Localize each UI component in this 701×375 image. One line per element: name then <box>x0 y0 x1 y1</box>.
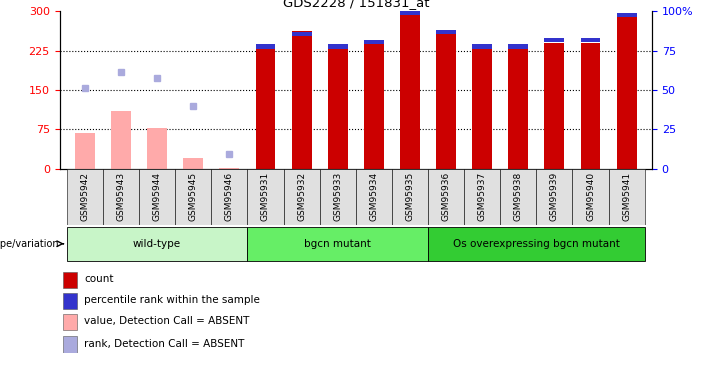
Text: value, Detection Call = ABSENT: value, Detection Call = ABSENT <box>84 316 250 326</box>
Bar <box>580 38 601 42</box>
Bar <box>63 314 77 330</box>
Bar <box>436 30 456 34</box>
Text: GSM95931: GSM95931 <box>261 171 270 221</box>
Bar <box>545 38 564 42</box>
Bar <box>328 44 348 48</box>
Text: wild-type: wild-type <box>133 239 181 249</box>
Text: GSM95932: GSM95932 <box>297 171 306 220</box>
Bar <box>464 169 501 225</box>
Title: GDS2228 / 151831_at: GDS2228 / 151831_at <box>283 0 429 9</box>
Bar <box>364 40 383 44</box>
Bar <box>580 43 601 169</box>
Bar <box>536 169 573 225</box>
Bar <box>63 272 77 288</box>
Bar <box>545 43 564 169</box>
Bar <box>63 293 77 309</box>
Bar <box>175 169 211 225</box>
Bar <box>436 33 456 169</box>
Bar <box>103 169 139 225</box>
Bar <box>328 48 348 169</box>
Text: GSM95934: GSM95934 <box>369 171 379 220</box>
Bar <box>111 111 131 169</box>
Bar <box>211 169 247 225</box>
Bar <box>617 13 637 17</box>
Bar <box>400 12 420 169</box>
Bar <box>67 227 247 261</box>
Bar <box>400 11 420 15</box>
Bar <box>292 32 311 36</box>
Bar <box>617 13 637 169</box>
Text: rank, Detection Call = ABSENT: rank, Detection Call = ABSENT <box>84 339 245 348</box>
Bar <box>472 48 492 169</box>
Text: count: count <box>84 274 114 284</box>
Bar <box>472 44 492 48</box>
Bar <box>428 169 464 225</box>
Text: GSM95944: GSM95944 <box>153 171 162 220</box>
Bar <box>75 133 95 169</box>
Text: GSM95938: GSM95938 <box>514 171 523 221</box>
Text: GSM95942: GSM95942 <box>81 171 89 220</box>
Bar <box>364 44 383 169</box>
Text: GSM95939: GSM95939 <box>550 171 559 221</box>
Text: GSM95936: GSM95936 <box>442 171 451 221</box>
Bar <box>247 227 428 261</box>
Text: genotype/variation: genotype/variation <box>0 239 60 249</box>
Bar <box>508 44 529 48</box>
Bar <box>428 227 645 261</box>
Text: Os overexpressing bgcn mutant: Os overexpressing bgcn mutant <box>453 239 620 249</box>
Text: GSM95943: GSM95943 <box>116 171 125 220</box>
Bar <box>147 128 167 169</box>
Text: GSM95941: GSM95941 <box>622 171 631 220</box>
Bar <box>247 169 283 225</box>
Text: GSM95945: GSM95945 <box>189 171 198 220</box>
Text: GSM95937: GSM95937 <box>477 171 486 221</box>
Bar <box>573 169 608 225</box>
Bar <box>356 169 392 225</box>
Text: bgcn mutant: bgcn mutant <box>304 239 371 249</box>
Bar <box>608 169 645 225</box>
Bar <box>320 169 355 225</box>
Bar <box>508 48 529 169</box>
Bar <box>283 169 320 225</box>
Bar <box>183 158 203 169</box>
Bar <box>392 169 428 225</box>
Text: GSM95940: GSM95940 <box>586 171 595 220</box>
Text: percentile rank within the sample: percentile rank within the sample <box>84 295 260 305</box>
Bar <box>501 169 536 225</box>
Bar <box>292 31 311 169</box>
Text: GSM95935: GSM95935 <box>405 171 414 221</box>
Bar <box>256 44 275 48</box>
Bar <box>63 336 77 352</box>
Bar <box>256 48 275 169</box>
Text: GSM95946: GSM95946 <box>225 171 234 220</box>
Text: GSM95933: GSM95933 <box>333 171 342 221</box>
Bar <box>139 169 175 225</box>
Bar <box>219 168 239 169</box>
Bar <box>67 169 103 225</box>
